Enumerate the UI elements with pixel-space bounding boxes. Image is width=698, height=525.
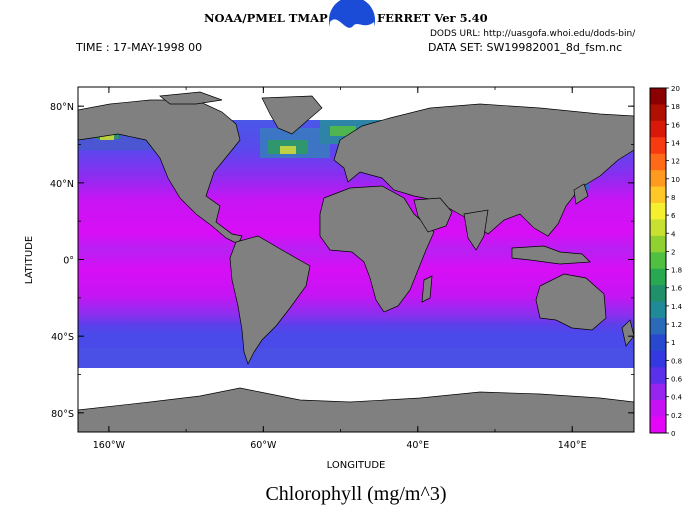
- bottom-title: Chlorophyll (mg/m^3): [265, 483, 446, 505]
- y-tick-label: 40°S: [51, 332, 74, 343]
- colorbar-swatch: [650, 318, 666, 335]
- colorbar-label: 18: [671, 103, 680, 111]
- colorbar-label: 12: [671, 158, 680, 166]
- colorbar-swatch: [650, 219, 666, 237]
- madagascar: [421, 275, 433, 303]
- eurasia: [333, 103, 634, 237]
- colorbar-label: 1.2: [671, 321, 682, 329]
- colorbar-label: 0.4: [671, 394, 683, 402]
- colorbar-swatch: [650, 268, 666, 286]
- y-tick-label: 80°S: [51, 409, 74, 420]
- map-panel: 80°N 40°N 0° 40°S 80°S 160°W 60°W 40°E 140°E LO…: [24, 86, 635, 471]
- australia: [535, 273, 607, 331]
- africa: [319, 185, 435, 313]
- x-tick-label: 40°E: [406, 440, 429, 451]
- colorbar-swatch: [650, 235, 666, 253]
- colorbar-swatch: [650, 367, 666, 385]
- y-tick-label: 80°N: [50, 102, 74, 113]
- colorbar-swatch: [650, 186, 666, 204]
- colorbar-label: 1: [671, 339, 675, 347]
- dods-url-text: DODS URL: http://uasgofa.whoi.edu/dods-b…: [430, 29, 636, 39]
- colorbar-label: 0: [671, 430, 675, 438]
- colorbar-swatch: [650, 120, 666, 138]
- x-tick-label: 140°E: [558, 440, 587, 451]
- time-label: TIME : 17-MAY-1998 00: [75, 41, 202, 54]
- y-tick-label: 0°: [63, 256, 74, 267]
- colorbar-label: 14: [671, 139, 680, 147]
- noaa-logo: [329, 0, 375, 44]
- colorbar-label: 6: [671, 212, 676, 220]
- colorbar-swatch: [650, 350, 666, 368]
- south-america: [229, 235, 311, 365]
- y-tick-label: 40°N: [50, 179, 74, 190]
- land-masses: [78, 91, 634, 432]
- colorbar-label: 1.8: [671, 267, 682, 275]
- y-axis-label: LATITUDE: [24, 236, 35, 284]
- greenland: [261, 95, 323, 135]
- colorbar-label: 2: [671, 248, 675, 256]
- ferret-version-label: FERRET Ver 5.40: [377, 11, 488, 25]
- india: [463, 209, 489, 251]
- colorbar-swatch: [650, 416, 666, 434]
- colorbar-swatch: [650, 137, 666, 155]
- colorbar-swatch: [650, 252, 666, 270]
- colorbar: 20 18 16 14 12 10 8 6 4 2 1.8 1.6 1.4 1.2 1 0.8 0.6 0.4 0.…: [649, 85, 683, 438]
- colorbar-swatch: [650, 153, 666, 171]
- colorbar-label: 4: [671, 230, 676, 238]
- colorbar-frame: [649, 87, 667, 434]
- colorbar-label: 20: [671, 85, 680, 93]
- y-axis: 80°N 40°N 0° 40°S 80°S: [50, 102, 634, 420]
- colorbar-label: 16: [671, 121, 680, 129]
- colorbar-label: 1.4: [671, 303, 683, 311]
- arabia: [413, 197, 453, 233]
- x-tick-label: 60°W: [250, 440, 277, 451]
- colorbar-label: 0.6: [671, 376, 683, 384]
- new-zealand: [621, 319, 634, 347]
- antarctica: [78, 387, 634, 432]
- header: NOAA/PMEL TMAP FERRET Ver 5.40 DODS URL:…: [75, 0, 636, 54]
- colorbar-swatch: [650, 383, 666, 401]
- dataset-label: DATA SET: SW19982001_8d_fsm.nc: [428, 41, 622, 54]
- colorbar-swatch: [650, 301, 666, 319]
- colorbar-swatch: [650, 104, 666, 122]
- arctic-islands: [159, 91, 223, 105]
- colorbar-swatch: [650, 170, 666, 188]
- colorbar-swatch: [650, 400, 666, 418]
- colorbar-swatch: [650, 334, 666, 352]
- x-axis: 160°W 60°W 40°E 140°E: [93, 87, 587, 451]
- north-america: [78, 99, 243, 245]
- colorbar-label: 10: [671, 176, 680, 184]
- colorbar-swatch: [650, 88, 666, 105]
- x-axis-label: LONGITUDE: [327, 460, 386, 471]
- colorbar-label: 8: [671, 194, 675, 202]
- noaa-pmel-tmap-label: NOAA/PMEL TMAP: [204, 11, 328, 25]
- colorbar-label: 1.6: [671, 285, 683, 293]
- colorbar-swatch: [650, 285, 666, 303]
- colorbar-label: 0.8: [671, 357, 682, 365]
- japan: [573, 183, 589, 205]
- colorbar-swatch: [650, 203, 666, 220]
- x-tick-label: 160°W: [93, 440, 126, 451]
- colorbar-label: 0.2: [671, 412, 682, 420]
- southeast-asia-islands: [511, 245, 591, 265]
